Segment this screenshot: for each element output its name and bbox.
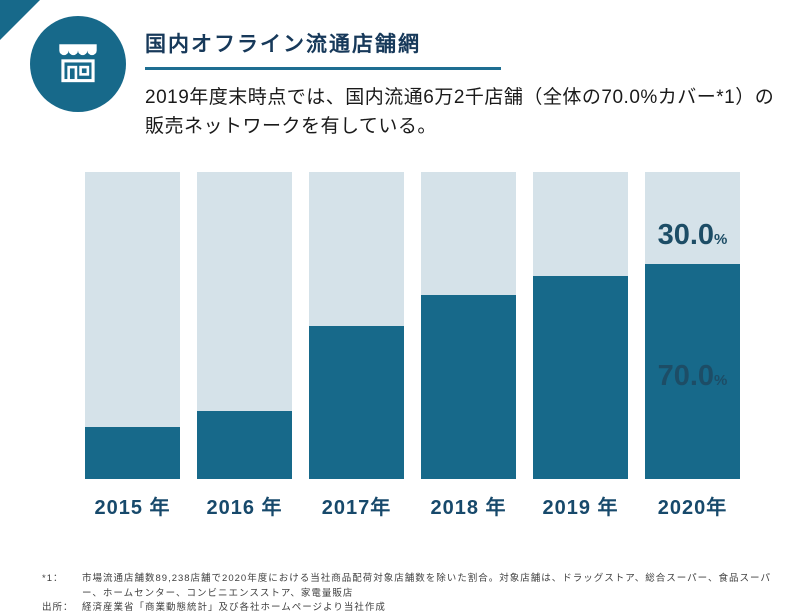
bar-track bbox=[533, 172, 628, 479]
footnotes: *1： 市場流通店舗数89,238店舗で2020年度における当社商品配荷対象店舗… bbox=[42, 572, 777, 616]
bar-column: 2015 年 bbox=[85, 172, 180, 520]
bar-fill bbox=[309, 325, 404, 479]
header: 国内オフライン流通店舗網 2019年度末時点では、国内流通6万2千店舗（全体の7… bbox=[145, 28, 785, 141]
corner-decoration bbox=[0, 0, 40, 40]
footnote-marker: *1： bbox=[42, 573, 64, 584]
x-axis-label: 2019 年 bbox=[542, 497, 619, 519]
bar-fill bbox=[533, 276, 628, 479]
bar-track bbox=[85, 172, 180, 479]
bar-track: 30.0% 70.0% bbox=[645, 172, 740, 479]
bar-column: 30.0% 70.0% 2020年 bbox=[645, 172, 740, 520]
x-axis-label: 2016 年 bbox=[206, 497, 283, 519]
remaining-percent-label: 30.0% bbox=[657, 219, 728, 252]
description-text: 2019年度末時点では、国内流通6万2千店舗（全体の70.0%カバー*1）の販売… bbox=[145, 87, 775, 137]
page-title: 国内オフライン流通店舗網 bbox=[145, 33, 421, 56]
bar-column: 2018 年 bbox=[421, 172, 516, 520]
x-axis-label: 2017年 bbox=[321, 497, 392, 519]
bar-fill bbox=[421, 294, 516, 479]
storefront-glyph bbox=[59, 44, 97, 83]
bar-fill bbox=[197, 411, 292, 479]
bar-track bbox=[309, 172, 404, 479]
bar-fill bbox=[645, 264, 740, 479]
section-title-underline: 国内オフライン流通店舗網 bbox=[145, 28, 501, 70]
store-coverage-bar-chart: 2015 年 2016 年 2017年 2018 年 2019 年 30.0% 70.0% 2… bbox=[85, 172, 740, 520]
x-axis-label: 2020年 bbox=[657, 497, 728, 519]
source-text: 経済産業省「商業動態統計」及び各社ホームページより当社作成 bbox=[82, 602, 386, 614]
store-icon bbox=[30, 16, 126, 112]
bars-container: 2015 年 2016 年 2017年 2018 年 2019 年 30.0% 70.0% 2… bbox=[85, 172, 740, 520]
bar-column: 2017年 bbox=[309, 172, 404, 520]
covered-percent-label: 70.0% bbox=[657, 360, 728, 393]
x-axis-label: 2015 年 bbox=[94, 497, 171, 519]
footnote-row: *1： 市場流通店舗数89,238店舗で2020年度における当社商品配荷対象店舗… bbox=[42, 572, 777, 601]
bar-track bbox=[197, 172, 292, 479]
source-row: 出所： 経済産業省「商業動態統計」及び各社ホームページより当社作成 bbox=[42, 601, 777, 616]
x-axis-label: 2018 年 bbox=[430, 497, 507, 519]
bar-column: 2019 年 bbox=[533, 172, 628, 520]
source-marker: 出所： bbox=[42, 602, 74, 614]
footnote-text: 市場流通店舗数89,238店舗で2020年度における当社商品配荷対象店舗数を除い… bbox=[82, 573, 771, 599]
bar-fill bbox=[85, 426, 180, 479]
bar-track bbox=[421, 172, 516, 479]
bar-column: 2016 年 bbox=[197, 172, 292, 520]
